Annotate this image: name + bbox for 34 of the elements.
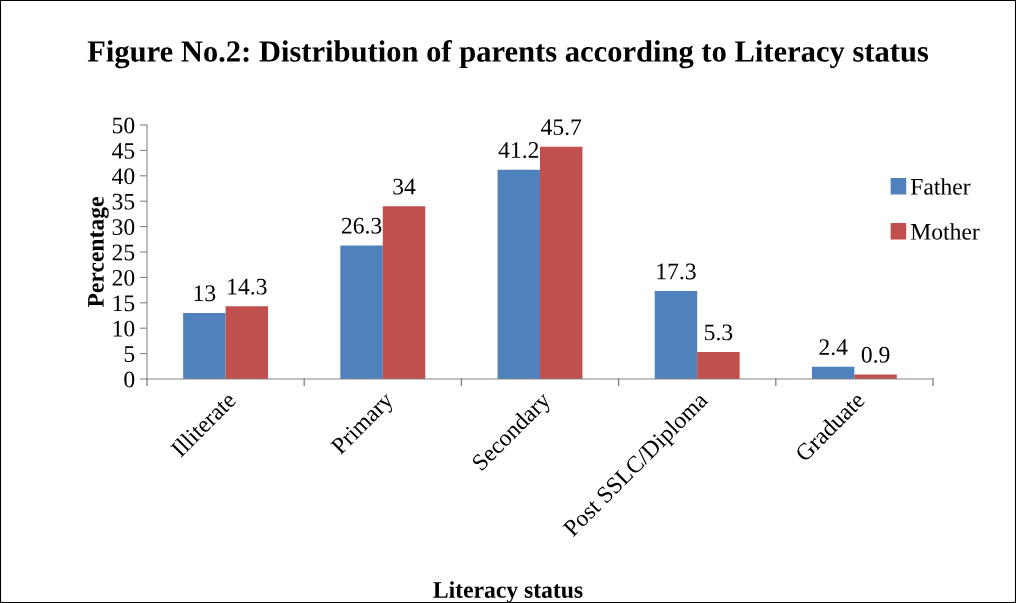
x-axis-title: Literacy status (433, 581, 583, 603)
y-tick-label: 25 (112, 244, 135, 261)
bar (340, 245, 383, 379)
bar (382, 206, 426, 379)
y-tick-label: 30 (112, 219, 135, 236)
bar (654, 291, 698, 379)
data-label: 45.7 (541, 119, 582, 136)
data-label: 17.3 (657, 263, 696, 280)
bar (497, 169, 540, 379)
bar (183, 312, 226, 379)
y-tick-label: 0 (124, 371, 135, 388)
y-tick-label: 40 (112, 168, 135, 185)
bar (225, 306, 269, 379)
y-tick-label: 20 (112, 269, 135, 286)
data-label: 0.9 (861, 346, 890, 363)
y-tick-label: 10 (113, 320, 135, 337)
legend-label: Mother (910, 223, 980, 240)
data-label: 2.4 (819, 339, 848, 356)
y-tick-label: 50 (112, 117, 135, 134)
data-label: 34 (393, 178, 416, 195)
y-axis-title: Percentage (88, 197, 109, 308)
data-label: 26.3 (341, 217, 382, 234)
data-label: 41.2 (498, 142, 539, 159)
bar (697, 352, 740, 379)
data-label: 14.3 (228, 278, 267, 295)
y-tick-label: 45 (112, 143, 135, 159)
y-tick-label: 35 (112, 193, 135, 210)
bar (540, 146, 583, 379)
y-tick-label: 5 (124, 346, 135, 363)
chart-title: Figure No.2: Distribution of parents according to Literacy status (87, 40, 929, 69)
data-label: 13 (194, 285, 216, 302)
y-tick-label: 15 (113, 295, 135, 312)
data-label: 5.3 (705, 324, 733, 341)
legend-label: Father (910, 178, 971, 195)
